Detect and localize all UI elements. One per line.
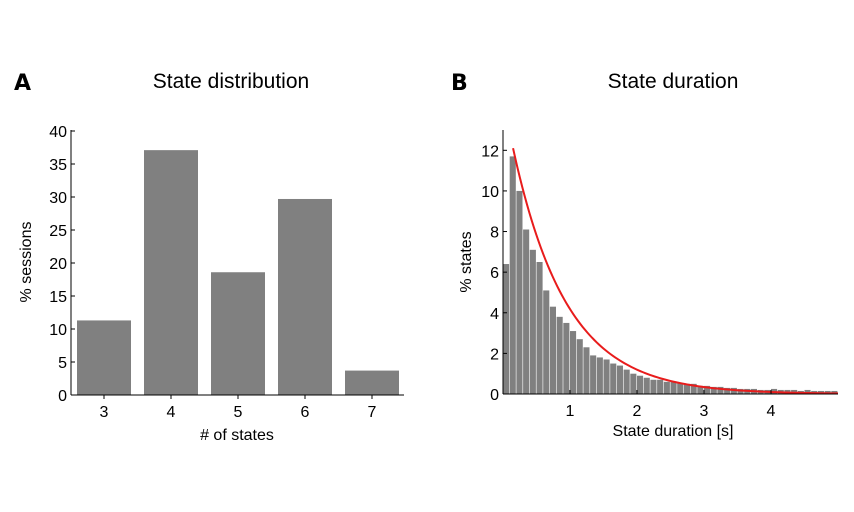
histogram-bin-30 bbox=[704, 385, 711, 394]
histogram-bin-11 bbox=[576, 339, 583, 394]
y-tick-label-b-12: 12 bbox=[481, 143, 499, 160]
y-ticks-a: 0 5 10 15 20 25 30 35 40 bbox=[49, 124, 75, 405]
y-tick-label-b-4: 4 bbox=[490, 306, 499, 323]
histogram-bin-21 bbox=[643, 377, 650, 394]
histogram-bin-24 bbox=[663, 381, 670, 394]
histogram-bin-6 bbox=[543, 290, 550, 394]
y-tick-label-5: 5 bbox=[58, 355, 67, 372]
histogram-bin-2 bbox=[516, 190, 523, 394]
y-tick-label-0: 0 bbox=[58, 388, 67, 405]
y-tick-label-b-2: 2 bbox=[490, 346, 499, 363]
x-axis-label-b: State duration [s] bbox=[613, 423, 734, 440]
histogram-bin-5 bbox=[536, 262, 543, 394]
histogram-bin-23 bbox=[657, 379, 664, 394]
y-tick-label-30: 30 bbox=[49, 190, 67, 207]
histogram-bin-18 bbox=[623, 369, 630, 394]
y-tick-label-b-8: 8 bbox=[490, 225, 499, 242]
histogram-bin-32 bbox=[717, 386, 724, 394]
histogram-bin-31 bbox=[710, 386, 717, 394]
x-tick-label-b-3: 3 bbox=[700, 403, 709, 420]
x-tick-label-5: 5 bbox=[234, 404, 243, 421]
y-tick-label-15: 15 bbox=[49, 289, 67, 306]
y-tick-label-10: 10 bbox=[49, 322, 67, 339]
histogram-bin-7 bbox=[549, 306, 556, 394]
histogram-bin-19 bbox=[630, 373, 637, 394]
exponential-fit-curve bbox=[512, 147, 839, 395]
panel-letter-b: B bbox=[451, 71, 468, 96]
x-axis-label-a: # of states bbox=[200, 427, 274, 444]
y-tick-label-b-0: 0 bbox=[490, 387, 499, 404]
histogram-bin-3 bbox=[523, 229, 530, 394]
y-axis-label-b: % states bbox=[458, 231, 475, 292]
histogram-bin-25 bbox=[670, 381, 677, 394]
y-tick-label-b-6: 6 bbox=[490, 265, 499, 282]
y-tick-label-b-10: 10 bbox=[481, 184, 499, 201]
bar-5 bbox=[211, 272, 265, 395]
x-ticks-a: 3 4 5 6 7 bbox=[100, 395, 377, 421]
y-tick-label-25: 25 bbox=[49, 223, 67, 240]
histogram-bin-0 bbox=[503, 264, 510, 394]
histogram-bin-22 bbox=[650, 379, 657, 394]
x-tick-label-3: 3 bbox=[100, 404, 109, 421]
histogram-bin-45 bbox=[804, 389, 811, 394]
x-tick-label-b-4: 4 bbox=[767, 403, 776, 420]
bar-6 bbox=[278, 198, 332, 395]
histogram-bin-8 bbox=[556, 316, 563, 394]
histogram-bin-4 bbox=[529, 249, 536, 394]
histogram-bin-9 bbox=[563, 322, 570, 394]
bar-4 bbox=[144, 150, 198, 395]
bars-a bbox=[77, 150, 399, 395]
histogram-bin-28 bbox=[690, 383, 697, 394]
x-tick-label-b-1: 1 bbox=[566, 403, 575, 420]
bar-7 bbox=[345, 370, 399, 395]
panel-a-state-distribution: A State distribution 0 5 10 15 20 25 30 35 40 3 4… bbox=[14, 70, 404, 444]
y-tick-label-35: 35 bbox=[49, 157, 67, 174]
histogram-bin-29 bbox=[697, 385, 704, 394]
y-axis-label-a: % sessions bbox=[18, 222, 35, 303]
chart-title-a: State distribution bbox=[153, 70, 309, 93]
x-ticks-b: 1 2 3 4 bbox=[566, 390, 776, 420]
histogram-bin-13 bbox=[590, 355, 597, 394]
histogram-bin-26 bbox=[677, 382, 684, 394]
histogram-bin-16 bbox=[610, 363, 617, 394]
bar-3 bbox=[77, 320, 131, 395]
x-tick-label-4: 4 bbox=[167, 404, 176, 421]
histogram-bars-b bbox=[503, 156, 838, 394]
histogram-bin-17 bbox=[616, 365, 623, 394]
y-ticks-b: 0 2 4 6 8 10 12 bbox=[481, 143, 507, 404]
histogram-bin-12 bbox=[583, 347, 590, 394]
y-tick-label-40: 40 bbox=[49, 124, 67, 141]
y-tick-label-20: 20 bbox=[49, 256, 67, 273]
panel-letter-a: A bbox=[14, 71, 31, 96]
x-tick-label-6: 6 bbox=[301, 404, 310, 421]
histogram-bin-14 bbox=[596, 357, 603, 394]
histogram-bin-27 bbox=[683, 383, 690, 394]
histogram-bin-1 bbox=[509, 156, 516, 394]
histogram-bin-20 bbox=[637, 375, 644, 394]
chart-title-b: State duration bbox=[608, 70, 739, 93]
histogram-bin-15 bbox=[603, 359, 610, 394]
histogram-bin-33 bbox=[724, 387, 731, 394]
histogram-bin-10 bbox=[570, 331, 577, 394]
x-tick-label-7: 7 bbox=[368, 404, 377, 421]
x-tick-label-b-2: 2 bbox=[633, 403, 642, 420]
